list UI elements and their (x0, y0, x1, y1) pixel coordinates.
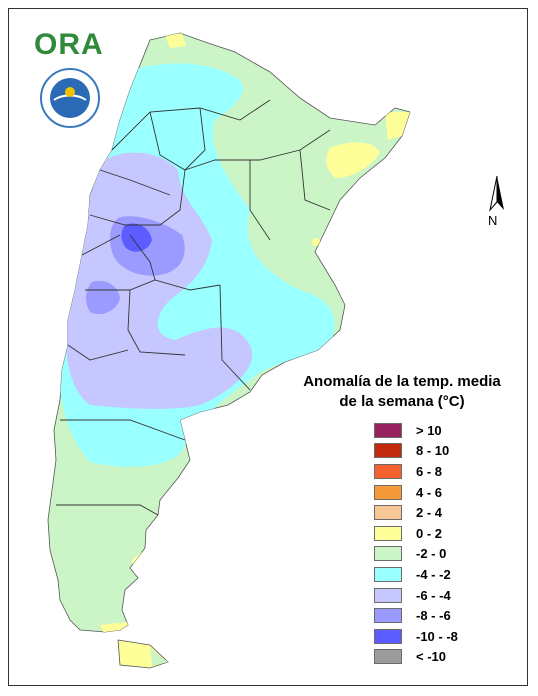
legend-item: 8 - 10 (374, 441, 458, 462)
legend: > 10 8 - 10 6 - 8 4 - 6 2 - 4 0 - 2 -2 -… (374, 420, 458, 667)
legend-label: -6 - -4 (416, 587, 451, 603)
legend-label: -10 - -8 (416, 628, 458, 644)
legend-title-line2: de la semana (°C) (339, 393, 465, 410)
zone-0-2-tip (385, 112, 410, 140)
legend-label: < -10 (416, 649, 446, 665)
legend-item: > 10 (374, 420, 458, 441)
legend-title: Anomalía de la temp. media de la semana … (292, 372, 512, 412)
legend-swatch (374, 546, 402, 562)
legend-swatch (374, 628, 402, 644)
zone-0-2-spot (312, 238, 320, 246)
legend-label: -4 - -2 (416, 566, 451, 582)
legend-swatch (374, 463, 402, 479)
legend-label: -2 - 0 (416, 546, 447, 562)
legend-label: > 10 (416, 422, 442, 438)
legend-swatch (374, 443, 402, 459)
legend-label: 0 - 2 (416, 525, 443, 541)
legend-item: 0 - 2 (374, 523, 458, 544)
legend-label: 4 - 6 (416, 484, 443, 500)
north-label: N (488, 213, 498, 228)
smn-seal-icon (40, 68, 100, 128)
legend-swatch (374, 587, 402, 603)
zone-0-2-north (165, 33, 186, 48)
legend-swatch (374, 566, 402, 582)
north-arrow-icon (489, 175, 504, 212)
legend-swatch (374, 608, 402, 624)
legend-item: -4 - -2 (374, 564, 458, 585)
zone-0-2-ne (326, 142, 380, 178)
legend-label: 6 - 8 (416, 463, 443, 479)
legend-swatch (374, 422, 402, 438)
ora-logo: ORA (34, 28, 104, 61)
legend-label: -8 - -6 (416, 608, 451, 624)
legend-item: -10 - -8 (374, 626, 458, 647)
legend-swatch (374, 484, 402, 500)
legend-item: -2 - 0 (374, 544, 458, 565)
legend-swatch (374, 505, 402, 521)
legend-item: -6 - -4 (374, 585, 458, 606)
legend-item: 6 - 8 (374, 461, 458, 482)
zone-minus10-minus8 (121, 223, 152, 252)
legend-swatch (374, 649, 402, 665)
tierra-del-fuego-green (150, 648, 168, 666)
legend-label: 2 - 4 (416, 505, 443, 521)
legend-label: 8 - 10 (416, 443, 450, 459)
legend-item: 2 - 4 (374, 502, 458, 523)
province-borders (56, 99, 331, 516)
zone-minus8-minus6-b (86, 280, 120, 315)
legend-swatch (374, 525, 402, 541)
legend-title-line1: Anomalía de la temp. media (303, 373, 501, 390)
legend-item: < -10 (374, 647, 458, 668)
legend-item: -8 - -6 (374, 605, 458, 626)
legend-item: 4 - 6 (374, 482, 458, 503)
